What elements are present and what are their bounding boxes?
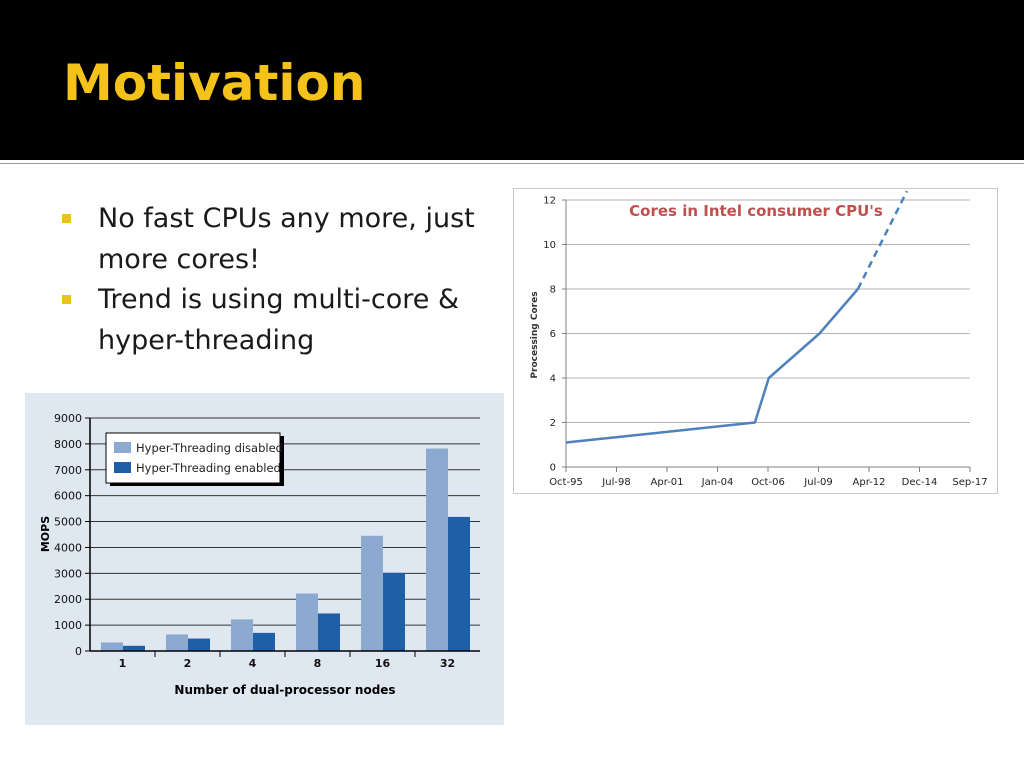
x-tick-label: 16 [375, 657, 391, 670]
legend-label: Hyper-Threading disabled [136, 441, 283, 455]
y-tick-label: 10 [543, 240, 556, 251]
legend-swatch [114, 462, 131, 473]
bar [296, 593, 318, 651]
y-tick-label: 0 [75, 645, 82, 658]
x-tick-label: Dec-14 [902, 477, 938, 488]
x-tick-label: 2 [184, 657, 192, 670]
x-tick-label: Oct-06 [751, 477, 785, 488]
y-tick-label: 5000 [54, 516, 82, 529]
bullet-item: Trend is using multi-core & hyper-thread… [62, 280, 482, 361]
x-tick-label: Jul-98 [601, 477, 630, 488]
y-tick-label: 4 [550, 374, 556, 385]
bar [253, 632, 275, 651]
line-chart-panel: 0 2 4 6 8 10 12 Oct-95 Jul-98 Apr-01 Jan-04 Oct-06… [513, 188, 998, 494]
line-chart: 0 2 4 6 8 10 12 Oct-95 Jul-98 Apr-01 Jan-04 Oct-06… [530, 190, 988, 488]
x-tick-label: 1 [119, 657, 127, 670]
y-tick-label: 1000 [54, 619, 82, 632]
legend-swatch [114, 442, 131, 453]
legend: Hyper-Threading disabled Hyper-Threading… [105, 432, 284, 486]
y-axis-label: MOPS [39, 516, 52, 552]
bar [361, 535, 383, 651]
y-tick-label: 9000 [54, 412, 82, 425]
x-tick-label: Oct-95 [549, 477, 583, 488]
bar [166, 634, 188, 651]
y-tick-label: 3000 [54, 567, 82, 580]
projection-line [856, 190, 909, 290]
slide-title: Motivation [63, 54, 366, 112]
bar [123, 645, 145, 651]
y-tick-label: 2 [550, 418, 556, 429]
y-tick-label: 8000 [54, 438, 82, 451]
bar [426, 448, 448, 651]
y-tick-label: 6000 [54, 490, 82, 503]
x-axis-label: Number of dual-processor nodes [174, 683, 395, 697]
legend-label: Hyper-Threading enabled [136, 461, 281, 475]
bullet-list: No fast CPUs any more, just more cores! … [62, 199, 482, 361]
y-tick-label: 12 [543, 196, 556, 207]
bullet-square-icon [62, 295, 71, 304]
x-tick-label: Sep-17 [952, 477, 987, 488]
x-tick-label: 32 [440, 657, 455, 670]
bar-chart: 0 1000 2000 3000 4000 5000 6000 7000 8000 9000 1 2… [39, 412, 480, 697]
x-tick-label: 8 [314, 657, 322, 670]
legend-box [105, 432, 281, 484]
bar [101, 642, 123, 651]
bar [188, 638, 210, 651]
y-tick-label: 4000 [54, 541, 82, 554]
series-line [565, 288, 859, 444]
y-tick-label: 0 [550, 463, 556, 474]
y-tick-label: 8 [550, 285, 556, 296]
x-tick-label: Apr-12 [853, 477, 886, 488]
bar [231, 619, 253, 651]
x-tick-label: 4 [249, 657, 257, 670]
bar-chart-panel: 0 1000 2000 3000 4000 5000 6000 7000 8000 9000 1 2… [25, 393, 504, 725]
y-axis-label: Processing Cores [530, 291, 540, 378]
line-chart-title: Cores in Intel consumer CPU's [629, 202, 883, 220]
bullet-text: Trend is using multi-core & hyper-thread… [98, 284, 460, 356]
x-tick-label: Jan-04 [701, 477, 734, 488]
slide-header [0, 0, 1024, 160]
x-tick-label: Jul-09 [803, 477, 832, 488]
bar [448, 516, 470, 651]
bar [383, 572, 405, 651]
y-tick-label: 2000 [54, 593, 82, 606]
bullet-square-icon [62, 214, 71, 223]
bar [318, 613, 340, 651]
bullet-text: No fast CPUs any more, just more cores! [98, 203, 475, 275]
x-tick-label: Apr-01 [651, 477, 684, 488]
y-tick-label: 6 [550, 329, 556, 340]
y-tick-label: 7000 [54, 464, 82, 477]
header-divider [0, 160, 1024, 168]
bullet-item: No fast CPUs any more, just more cores! [62, 199, 482, 280]
